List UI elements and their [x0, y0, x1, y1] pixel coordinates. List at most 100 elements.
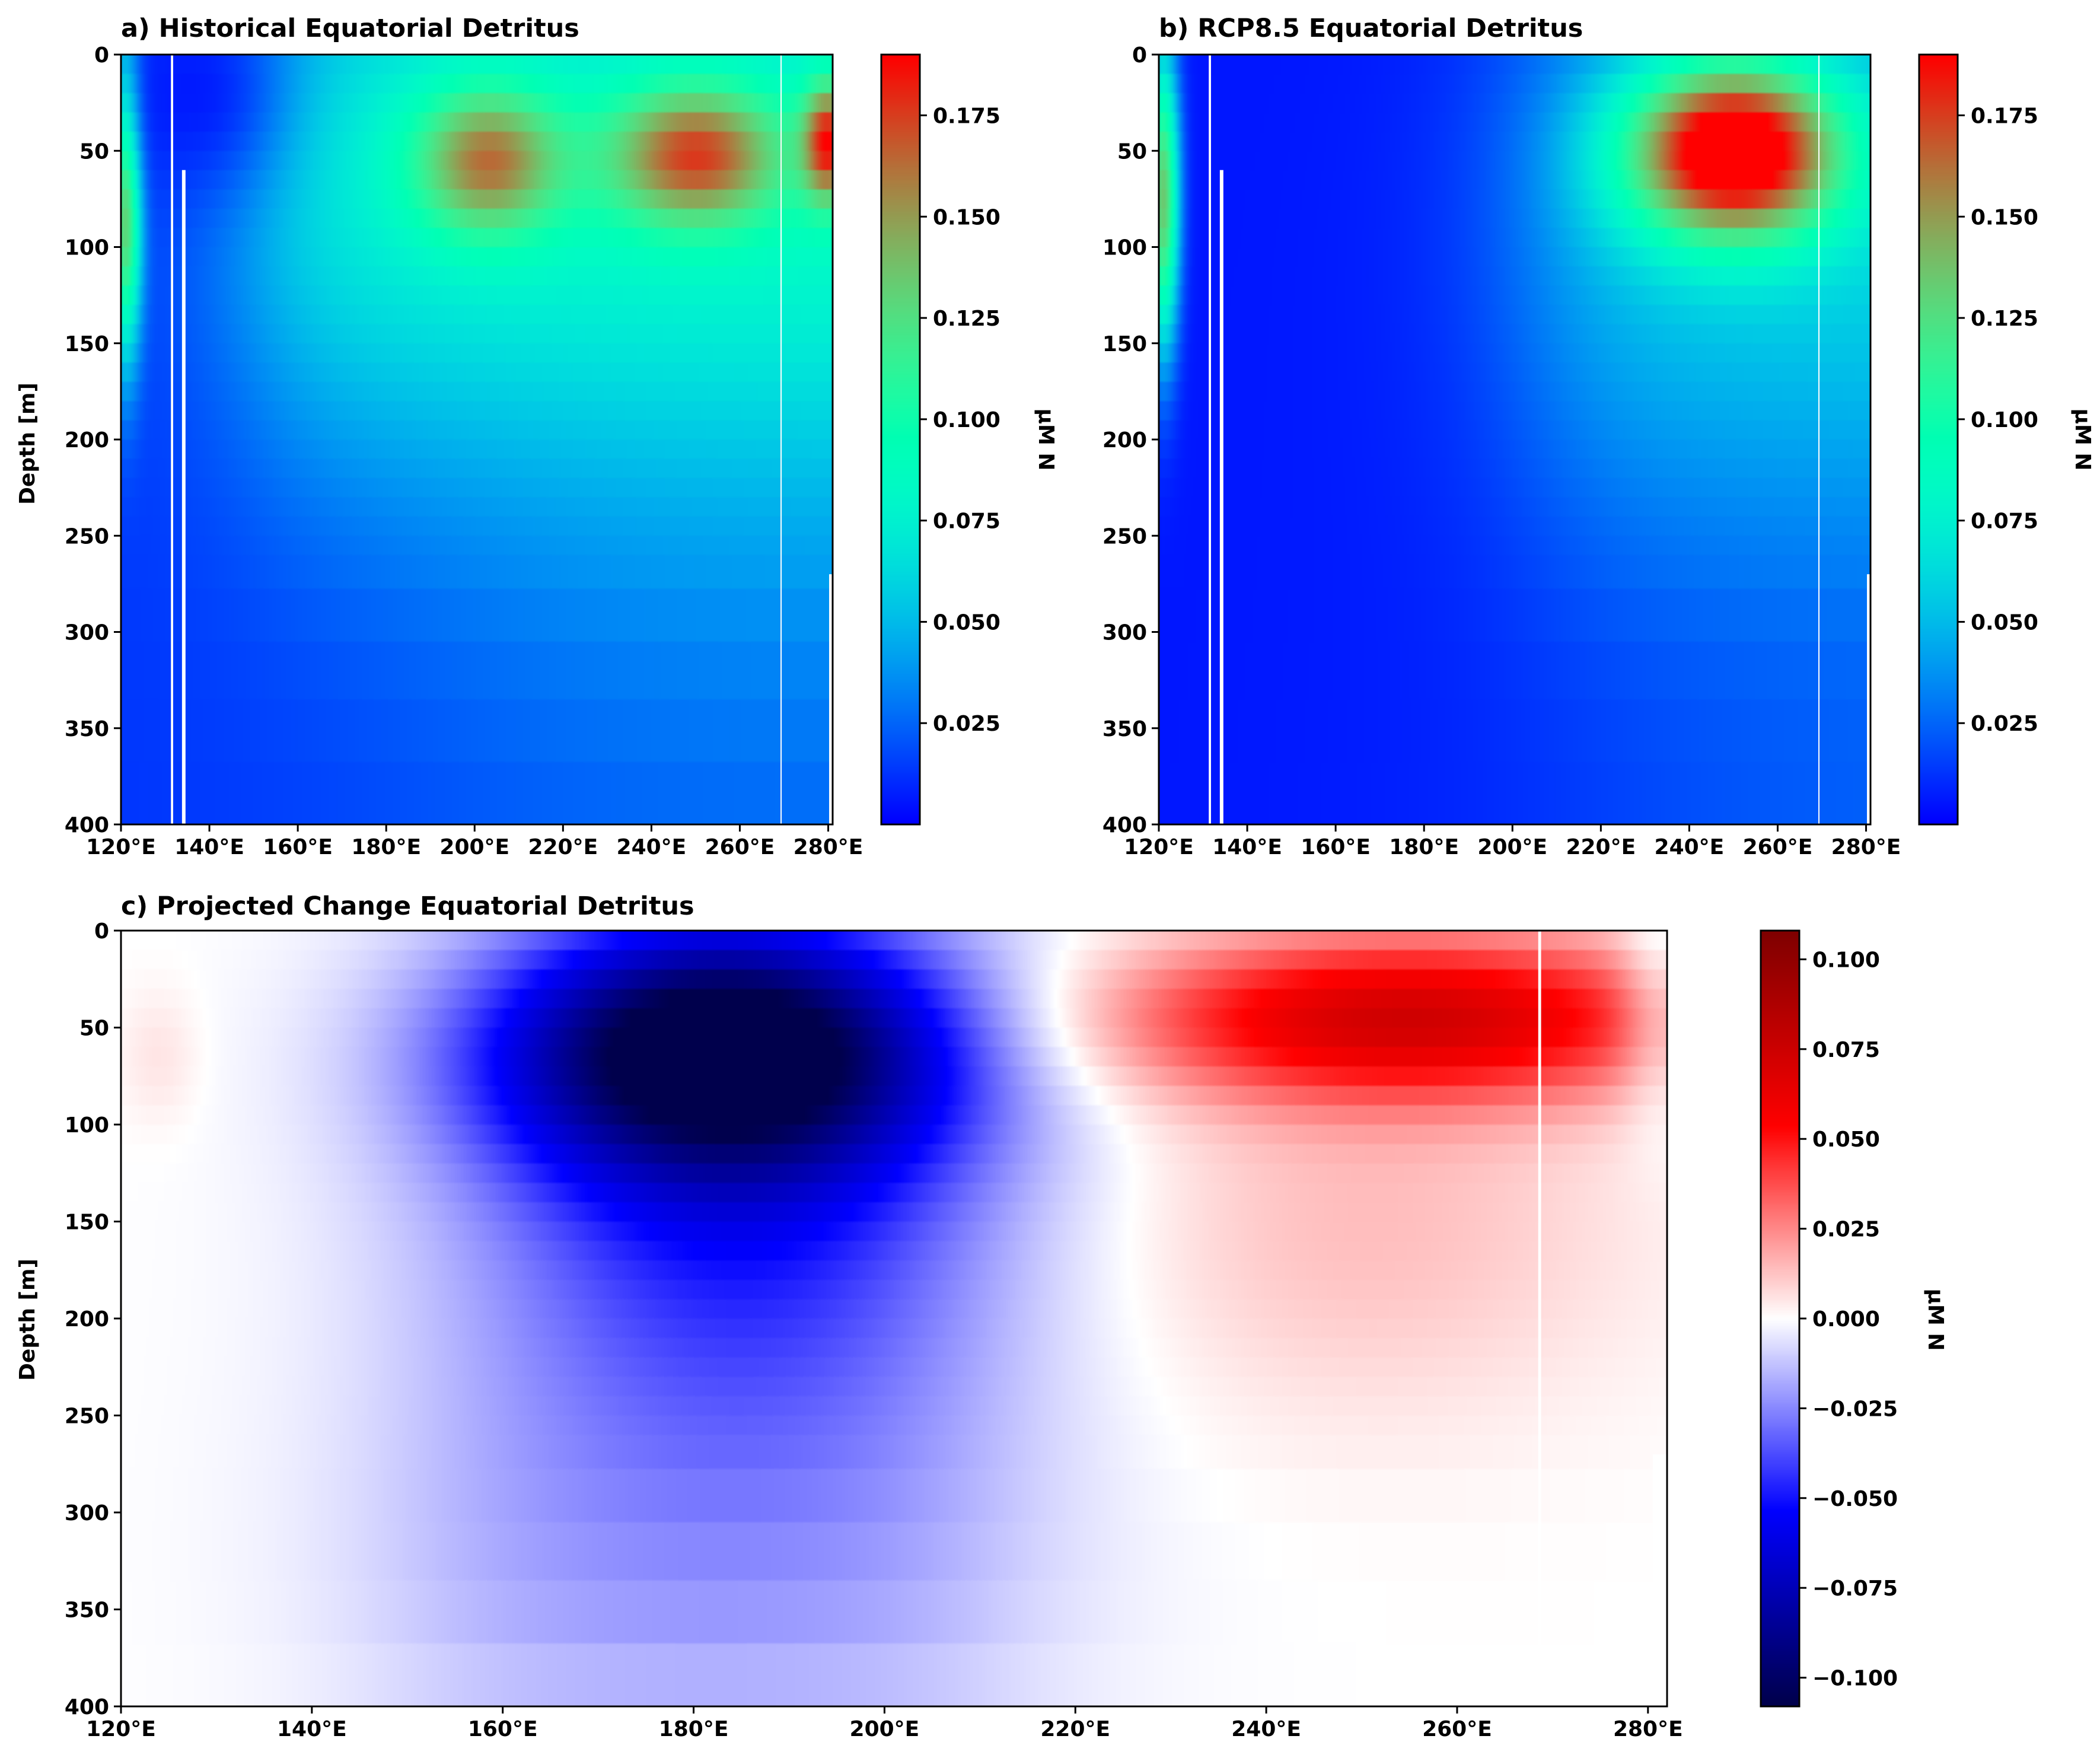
- panel-a-plot-area: 120°E 140°E 160°E 180°E 200°E 220°E 240°E 260°E…: [65, 43, 863, 859]
- panel-b-ytick-label: 400: [1102, 813, 1147, 837]
- panel-a-colorbar-ticks: 0.025 0.050 0.075 0.100 0.125 0.150 0.175: [920, 104, 1000, 736]
- panel-c-x-ticks: 120°E 140°E 160°E 180°E 200°E 220°E 240°E 260°E…: [86, 1706, 1683, 1741]
- panel-a-ylabel: Depth [m]: [15, 383, 40, 505]
- panel-a-ytick-label: 150: [65, 332, 109, 356]
- panel-a-title: a) Historical Equatorial Detritus: [121, 14, 579, 43]
- panel-b-xtick-label: 280°E: [1831, 835, 1901, 859]
- panel-c-colorbar-gradient: [1761, 931, 1799, 1706]
- panel-b-overlay: [1209, 55, 1870, 825]
- panel-c-cbar-tick-label: −0.075: [1812, 1577, 1898, 1601]
- panel-b-plot-area: 120°E 140°E 160°E 180°E 200°E 220°E 240°E 260°E…: [1102, 43, 1901, 859]
- panel-c-cbar-tick-label: 0.000: [1812, 1307, 1880, 1332]
- panel-a-land-gap: [829, 574, 833, 824]
- panel-b-title: b) RCP8.5 Equatorial Detritus: [1159, 14, 1583, 43]
- panel-a-xtick-label: 120°E: [86, 835, 156, 859]
- panel-a-cbar-tick-label: 0.075: [933, 509, 1000, 534]
- panel-a-cbar-tick-label: 0.150: [933, 205, 1000, 230]
- panel-c-xtick-label: 180°E: [659, 1717, 729, 1741]
- panel-c-xtick-label: 200°E: [850, 1717, 920, 1741]
- panel-a-heatmap: [121, 55, 833, 824]
- panel-a-xtick-label: 160°E: [263, 835, 333, 859]
- panel-c-colorbar-ticks: −0.100 −0.075 −0.050 −0.025 0.000 0.025 0.050 0…: [1799, 948, 1898, 1691]
- panel-a-xtick-label: 220°E: [528, 835, 598, 859]
- panel-c-ytick-label: 50: [79, 1017, 109, 1041]
- panel-c-ytick-label: 350: [65, 1598, 109, 1623]
- panel-a-x-ticks: 120°E 140°E 160°E 180°E 200°E 220°E 240°E 260°E…: [86, 824, 863, 859]
- panel-b-ytick-label: 250: [1102, 524, 1147, 549]
- panel-b-cbar-tick-label: 0.150: [1971, 205, 2038, 230]
- panel-c-xtick-label: 280°E: [1613, 1717, 1683, 1741]
- panel-a-colorbar-frame: [880, 53, 921, 826]
- panel-b-cbar-tick-label: 0.025: [1971, 712, 2038, 736]
- panel-c-colorbar: −0.100 −0.075 −0.050 −0.025 0.000 0.025 0.050 0…: [1760, 929, 1948, 1708]
- panel-a-ytick-label: 200: [65, 428, 109, 453]
- panel-a-y-ticks: 0 50 100 150 200 250 300 350 400: [65, 43, 121, 837]
- panel-b-colorbar-label: μM N: [2070, 409, 2095, 471]
- panel-c-ytick-label: 150: [65, 1211, 109, 1235]
- panel-b-cbar-tick-label: 0.100: [1971, 408, 2038, 432]
- panel-c-cbar-tick-label: −0.025: [1812, 1397, 1898, 1421]
- panel-a-colorbar-gradient: [881, 55, 920, 824]
- panel-b-ytick-label: 50: [1117, 139, 1147, 164]
- panel-c-cbar-tick-label: 0.050: [1812, 1128, 1880, 1152]
- panel-a: a) Historical Equatorial Detritus Depth …: [15, 14, 1058, 859]
- panel-c-cbar-tick-label: 0.100: [1812, 948, 1880, 972]
- panel-c-cbar-tick-label: 0.025: [1812, 1218, 1880, 1242]
- panel-b-xtick-label: 240°E: [1655, 835, 1725, 859]
- panel-b-xtick-label: 260°E: [1743, 835, 1813, 859]
- panel-b-cbar-tick-label: 0.050: [1971, 610, 2038, 635]
- panel-c-ytick-label: 400: [65, 1695, 109, 1719]
- panel-b-xtick-label: 160°E: [1301, 835, 1371, 859]
- panel-b-xtick-label: 120°E: [1124, 835, 1194, 859]
- panel-b-y-ticks: 0 50 100 150 200 250 300 350 400: [1102, 43, 1159, 837]
- panel-c-xtick-label: 140°E: [277, 1717, 347, 1741]
- panel-b-x-ticks: 120°E 140°E 160°E 180°E 200°E 220°E 240°E 260°E…: [1124, 824, 1901, 859]
- panel-c-ytick-label: 250: [65, 1405, 109, 1429]
- panel-c-xtick-label: 240°E: [1231, 1717, 1301, 1741]
- panel-a-cbar-tick-label: 0.100: [933, 408, 1000, 432]
- panel-a-ytick-label: 50: [79, 139, 109, 164]
- panel-a-xtick-label: 240°E: [617, 835, 687, 859]
- panel-c-ylabel: Depth [m]: [15, 1259, 40, 1381]
- panel-b-land-gap: [1209, 55, 1211, 824]
- panel-c-title: c) Projected Change Equatorial Detritus: [121, 891, 694, 921]
- panel-a-xtick-label: 200°E: [439, 835, 509, 859]
- panel-c-plot-area: 120°E 140°E 160°E 180°E 200°E 220°E 240°E 260°E…: [65, 919, 1683, 1741]
- panel-c: c) Projected Change Equatorial Detritus …: [15, 891, 1948, 1741]
- panel-b-xtick-label: 140°E: [1212, 835, 1282, 859]
- panel-c-land-gap: [1652, 1454, 1667, 1706]
- panel-b-colorbar: 0.025 0.050 0.075 0.100 0.125 0.150 0.175 μM N: [1918, 53, 2095, 826]
- panel-b-land-gap: [1867, 574, 1870, 824]
- panel-c-cbar-tick-label: −0.050: [1812, 1487, 1898, 1511]
- panel-b-ytick-label: 350: [1102, 717, 1147, 741]
- panel-b-land-gap: [1818, 55, 1820, 824]
- panel-a-cbar-tick-label: 0.175: [933, 104, 1000, 128]
- panel-c-land-gap: [1538, 931, 1541, 1706]
- panel-b-ytick-label: 300: [1102, 621, 1147, 645]
- panel-a-xtick-label: 140°E: [174, 835, 244, 859]
- panel-a-cbar-tick-label: 0.125: [933, 307, 1000, 331]
- panel-c-cbar-tick-label: 0.075: [1812, 1038, 1880, 1062]
- panel-a-land-gap: [780, 55, 782, 824]
- panel-a-ytick-label: 100: [65, 236, 109, 260]
- panel-b-xtick-label: 180°E: [1389, 835, 1459, 859]
- panel-b-cbar-tick-label: 0.125: [1971, 307, 2038, 331]
- panel-a-ytick-label: 0: [94, 43, 109, 68]
- panel-c-xtick-label: 260°E: [1422, 1717, 1492, 1741]
- panel-c-heatmap: [121, 931, 1667, 1706]
- panel-a-ytick-label: 250: [65, 524, 109, 549]
- panel-a-colorbar: 0.025 0.050 0.075 0.100 0.125 0.150 0.175 μM N: [880, 53, 1058, 826]
- panel-a-cbar-tick-label: 0.025: [933, 712, 1000, 736]
- panel-c-cbar-tick-label: −0.100: [1812, 1667, 1898, 1691]
- panel-c-xtick-label: 120°E: [86, 1717, 156, 1741]
- panel-a-overlay: [171, 55, 833, 825]
- panel-b: b) RCP8.5 Equatorial Detritus 120°E 140°E…: [1102, 14, 2095, 859]
- panel-b-xtick-label: 220°E: [1566, 835, 1636, 859]
- panel-c-xtick-label: 160°E: [468, 1717, 538, 1741]
- panel-b-cbar-tick-label: 0.075: [1971, 509, 2038, 534]
- panel-c-ytick-label: 100: [65, 1113, 109, 1138]
- panel-b-colorbar-gradient: [1919, 55, 1958, 824]
- panel-a-cbar-tick-label: 0.050: [933, 610, 1000, 635]
- panel-c-xtick-label: 220°E: [1040, 1717, 1110, 1741]
- panel-b-colorbar-ticks: 0.025 0.050 0.075 0.100 0.125 0.150 0.175: [1958, 104, 2038, 736]
